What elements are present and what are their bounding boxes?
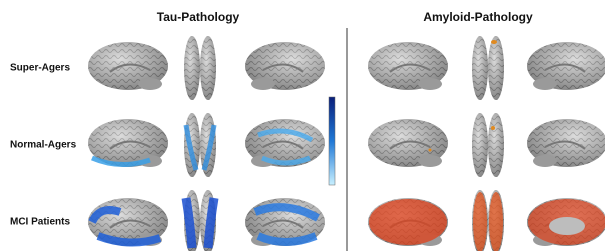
colorbar xyxy=(329,97,335,185)
row-label: Super-Agers xyxy=(10,63,70,74)
column-title: Tau-Pathology xyxy=(157,10,240,24)
row-label: Normal-Agers xyxy=(10,140,77,151)
row-label: MCI Patients xyxy=(10,217,70,228)
column-title: Amyloid-Pathology xyxy=(423,10,533,24)
figure: Tau-Pathology Amyloid-Pathology Super-Ag… xyxy=(0,0,605,251)
